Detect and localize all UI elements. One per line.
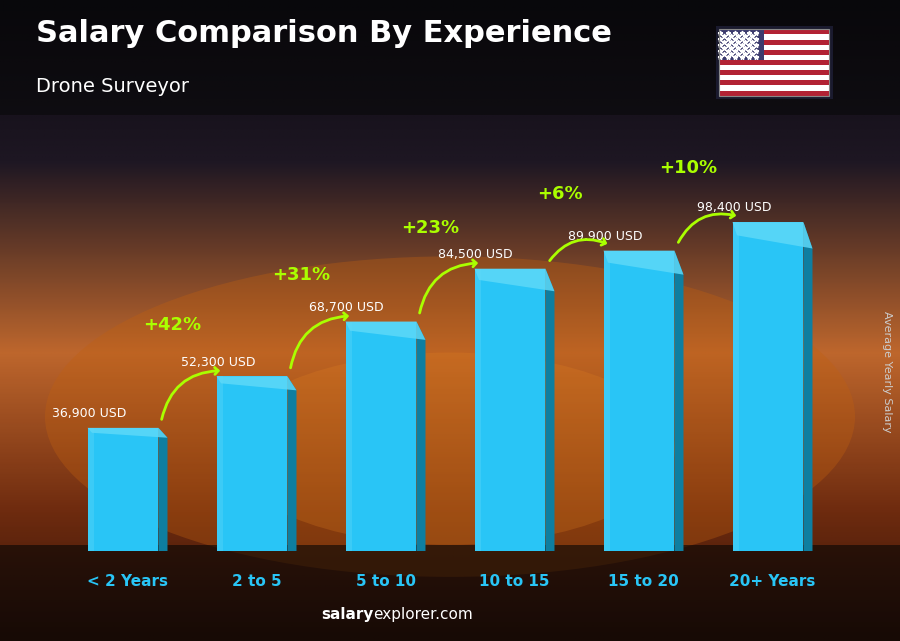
Ellipse shape [45,256,855,577]
Bar [87,428,158,551]
Text: +10%: +10% [660,159,717,177]
Text: explorer.com: explorer.com [374,607,473,622]
Text: 36,900 USD: 36,900 USD [51,407,126,420]
Text: Average Yearly Salary: Average Yearly Salary [881,311,892,433]
Bar [0,545,900,641]
Text: +31%: +31% [273,266,330,284]
Bar [346,322,417,551]
Polygon shape [217,376,296,390]
Bar [718,85,830,90]
Text: 84,500 USD: 84,500 USD [438,248,513,261]
Text: Salary Comparison By Experience: Salary Comparison By Experience [36,19,612,48]
Text: < 2 Years: < 2 Years [87,574,168,589]
Bar [718,75,830,80]
Polygon shape [417,322,426,551]
Polygon shape [346,322,426,340]
Bar [718,60,830,65]
Bar [87,428,94,551]
Polygon shape [804,222,813,551]
Bar [217,376,223,551]
Bar [718,40,830,45]
Text: 10 to 15: 10 to 15 [479,574,550,589]
Text: 2 to 5: 2 to 5 [231,574,282,589]
Polygon shape [733,222,813,249]
Text: +42%: +42% [144,316,202,334]
Bar [718,45,830,50]
Text: 68,700 USD: 68,700 USD [310,301,384,314]
Polygon shape [545,269,554,551]
Bar [733,222,739,551]
Bar [718,29,763,60]
Bar [718,35,830,40]
Bar [604,251,610,551]
Bar [718,90,830,96]
Bar [718,80,830,85]
Polygon shape [604,251,683,274]
Text: 52,300 USD: 52,300 USD [181,356,255,369]
Bar [0,0,900,115]
Bar [718,70,830,75]
Bar [718,65,830,70]
Bar [474,269,545,551]
Text: salary: salary [321,607,374,622]
Polygon shape [674,251,683,551]
Polygon shape [158,428,167,551]
Text: 98,400 USD: 98,400 USD [697,201,771,215]
Text: 15 to 20: 15 to 20 [608,574,679,589]
Bar [346,322,352,551]
FancyBboxPatch shape [715,24,833,101]
Bar [217,376,287,551]
Bar [718,29,830,35]
Bar [718,55,830,60]
Text: Drone Surveyor: Drone Surveyor [36,77,189,96]
Bar [474,269,481,551]
Ellipse shape [225,353,675,545]
Bar [604,251,674,551]
Polygon shape [87,428,167,438]
Polygon shape [474,269,554,291]
Bar [733,222,804,551]
Polygon shape [287,376,296,551]
Text: +23%: +23% [401,219,460,237]
Bar [718,50,830,55]
Text: 5 to 10: 5 to 10 [356,574,416,589]
Text: +6%: +6% [536,185,582,203]
Text: 89,900 USD: 89,900 USD [568,230,642,243]
Text: 20+ Years: 20+ Years [729,574,815,589]
